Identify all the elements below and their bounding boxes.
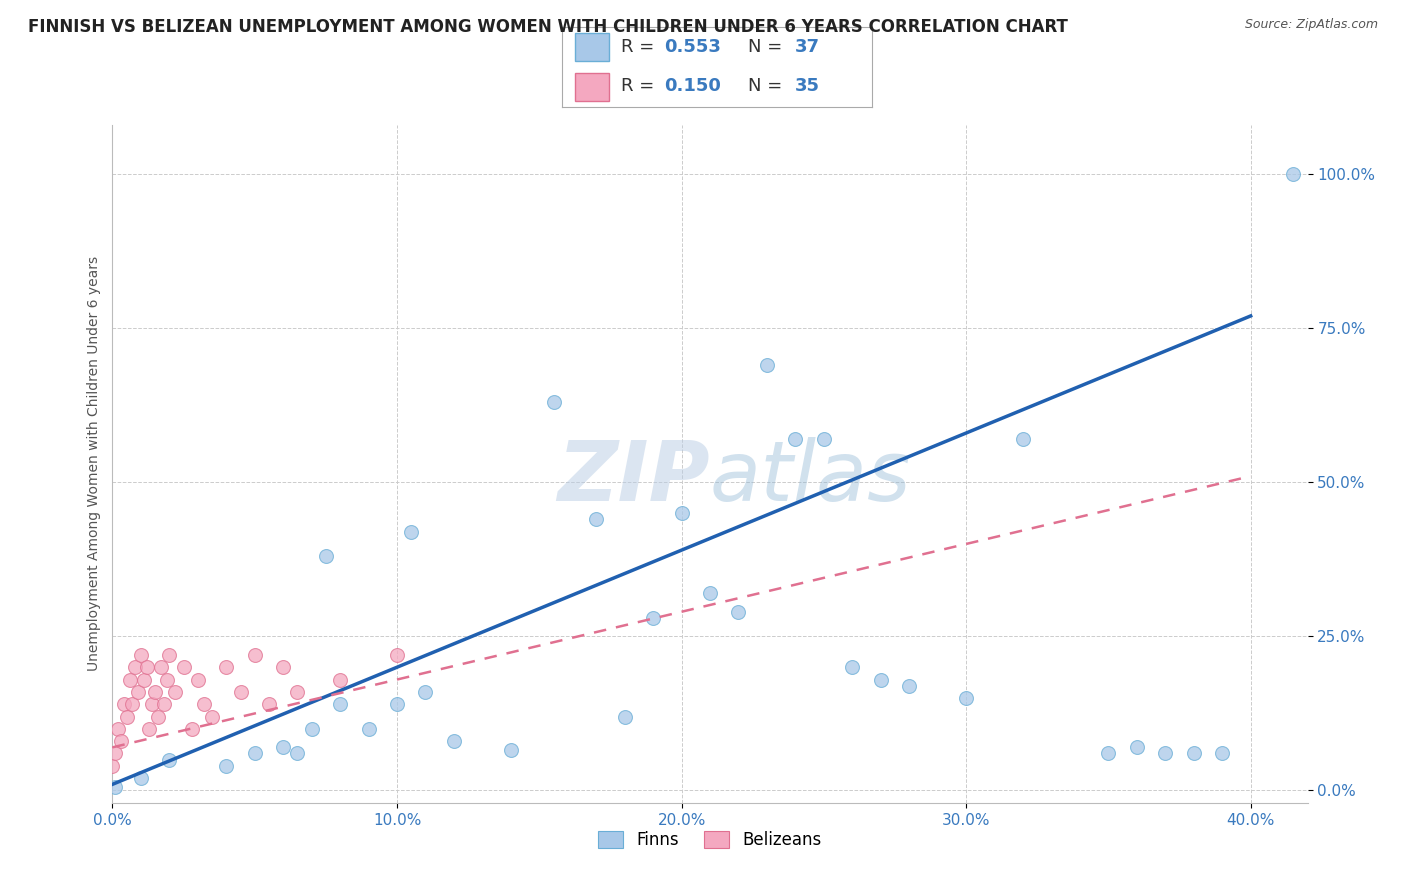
Point bbox=[129, 648, 152, 662]
Point bbox=[243, 747, 266, 761]
Point bbox=[115, 709, 138, 723]
Point bbox=[104, 780, 127, 795]
Point bbox=[357, 722, 380, 736]
Point bbox=[124, 660, 146, 674]
Point bbox=[121, 697, 143, 711]
Point bbox=[143, 685, 166, 699]
Point bbox=[157, 753, 180, 767]
Point bbox=[755, 358, 778, 372]
Point bbox=[443, 734, 465, 748]
Point bbox=[415, 685, 437, 699]
Point bbox=[671, 506, 693, 520]
Text: 0.553: 0.553 bbox=[665, 38, 721, 56]
Point bbox=[329, 697, 352, 711]
Text: atlas: atlas bbox=[710, 437, 911, 518]
Point bbox=[543, 395, 565, 409]
Point bbox=[1154, 747, 1177, 761]
Point bbox=[129, 771, 152, 785]
FancyBboxPatch shape bbox=[575, 33, 609, 62]
Point bbox=[329, 673, 352, 687]
Point bbox=[271, 740, 294, 755]
Point bbox=[613, 709, 636, 723]
Point bbox=[215, 759, 238, 773]
Point bbox=[869, 673, 891, 687]
Point bbox=[215, 660, 238, 674]
Point bbox=[301, 722, 323, 736]
Point bbox=[315, 549, 337, 564]
Point bbox=[243, 648, 266, 662]
Point bbox=[898, 679, 921, 693]
Text: N =: N = bbox=[748, 77, 787, 95]
Text: N =: N = bbox=[748, 38, 787, 56]
Point bbox=[152, 697, 174, 711]
Point bbox=[149, 660, 172, 674]
Point bbox=[173, 660, 195, 674]
Point bbox=[157, 648, 180, 662]
Point bbox=[699, 586, 721, 600]
Point bbox=[101, 759, 124, 773]
Point bbox=[955, 691, 977, 706]
Point bbox=[385, 648, 408, 662]
Point bbox=[727, 605, 749, 619]
Legend: Finns, Belizeans: Finns, Belizeans bbox=[592, 824, 828, 855]
Point bbox=[146, 709, 169, 723]
Point bbox=[1126, 740, 1149, 755]
Point bbox=[385, 697, 408, 711]
Point bbox=[401, 524, 423, 539]
Point bbox=[271, 660, 294, 674]
Text: 0.150: 0.150 bbox=[665, 77, 721, 95]
Text: FINNISH VS BELIZEAN UNEMPLOYMENT AMONG WOMEN WITH CHILDREN UNDER 6 YEARS CORRELA: FINNISH VS BELIZEAN UNEMPLOYMENT AMONG W… bbox=[28, 18, 1069, 36]
Point bbox=[1211, 747, 1233, 761]
Text: R =: R = bbox=[621, 77, 661, 95]
Point bbox=[138, 722, 160, 736]
Text: R =: R = bbox=[621, 38, 661, 56]
Point bbox=[127, 685, 149, 699]
Text: Source: ZipAtlas.com: Source: ZipAtlas.com bbox=[1244, 18, 1378, 31]
Point bbox=[1012, 432, 1035, 446]
Text: 37: 37 bbox=[794, 38, 820, 56]
Point bbox=[155, 673, 177, 687]
Point bbox=[499, 743, 522, 757]
Text: 35: 35 bbox=[794, 77, 820, 95]
Point bbox=[193, 697, 215, 711]
Point bbox=[287, 747, 309, 761]
Point bbox=[785, 432, 807, 446]
Point bbox=[112, 697, 135, 711]
Point bbox=[110, 734, 132, 748]
Y-axis label: Unemployment Among Women with Children Under 6 years: Unemployment Among Women with Children U… bbox=[87, 256, 101, 672]
Point bbox=[135, 660, 157, 674]
Point bbox=[201, 709, 224, 723]
FancyBboxPatch shape bbox=[575, 72, 609, 101]
Point bbox=[841, 660, 863, 674]
Point bbox=[107, 722, 129, 736]
Point bbox=[118, 673, 141, 687]
Point bbox=[813, 432, 835, 446]
Point bbox=[643, 611, 665, 625]
Point bbox=[229, 685, 252, 699]
Point bbox=[187, 673, 209, 687]
Point bbox=[1097, 747, 1119, 761]
Point bbox=[165, 685, 187, 699]
Point bbox=[585, 512, 607, 526]
Point bbox=[1282, 167, 1305, 181]
Point bbox=[104, 747, 127, 761]
Point bbox=[1182, 747, 1205, 761]
Point bbox=[141, 697, 163, 711]
Point bbox=[181, 722, 204, 736]
Point bbox=[287, 685, 309, 699]
Point bbox=[132, 673, 155, 687]
Text: ZIP: ZIP bbox=[557, 437, 710, 518]
Point bbox=[257, 697, 280, 711]
